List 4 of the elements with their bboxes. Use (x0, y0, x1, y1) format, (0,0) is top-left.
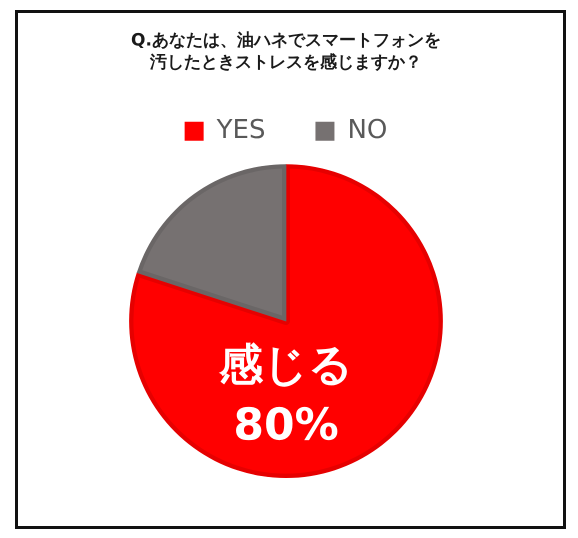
legend-label: NO (347, 114, 388, 145)
legend-label: YES (216, 114, 266, 145)
data-label: 感じる 80% (218, 339, 353, 450)
chart-title: Q.あなたは、油ハネでスマートフォンを汚したときストレスを感じますか？ (131, 30, 441, 73)
